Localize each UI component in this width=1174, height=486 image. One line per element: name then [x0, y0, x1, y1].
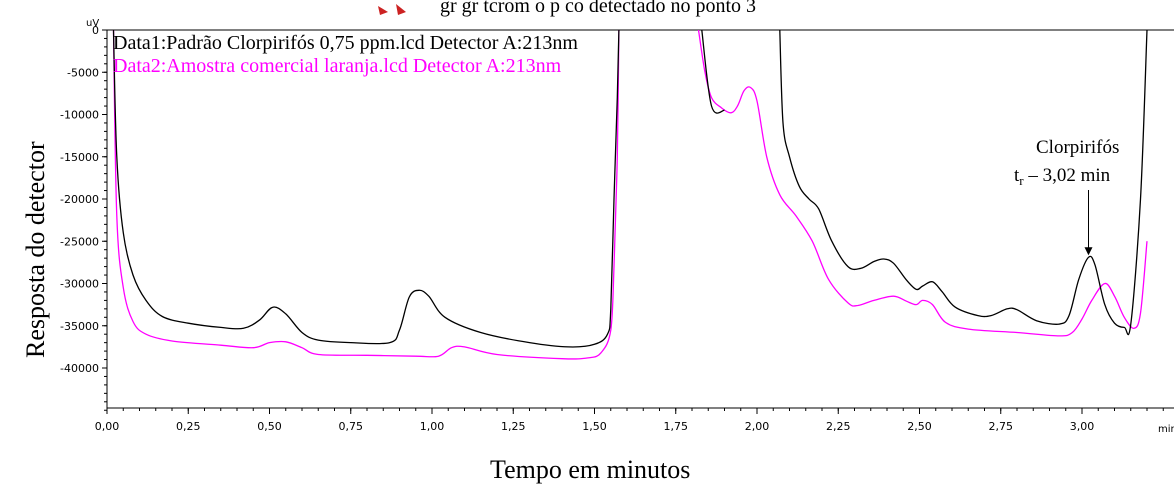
y-tick-label: -30000: [60, 278, 99, 291]
y-tick-label: 0: [92, 24, 99, 37]
y-tick-label: -20000: [60, 193, 99, 206]
header-fragment: gr gr tcrom o p co detectado no ponto 3: [440, 0, 756, 17]
y-tick-label: -15000: [60, 151, 99, 164]
series-data2-line-segment-1: [697, 30, 1148, 337]
x-tick-label: 0,50: [257, 420, 282, 433]
y-tick-label: -40000: [60, 362, 99, 375]
legend-entry-data1: Data1:Padrão Clorpirifós 0,75 ppm.lcd De…: [113, 32, 578, 54]
plot-frame: [106, 29, 1174, 409]
annotation-t: t: [1014, 165, 1020, 186]
series-data1-line-segment-0: [112, 30, 620, 348]
annotation-time: – 3,02 min: [1024, 165, 1111, 186]
annotation-compound: Clorpirifós: [1036, 137, 1119, 158]
y-axis-ticks: 0 -5000 -10000 -15000 -20000 -25000 -30000 -350…: [60, 24, 107, 411]
x-tick-label: 1,25: [501, 420, 526, 433]
x-tick-label: 2,25: [826, 420, 851, 433]
x-tick-label: 1,00: [420, 420, 445, 433]
series-layer: [112, 30, 1148, 360]
x-tick-label: 1,50: [582, 420, 607, 433]
series-data1-line-segment-2: [779, 30, 1148, 336]
annotation-arrowhead: [1084, 247, 1093, 256]
x-tick-label: 2,00: [745, 420, 770, 433]
legend-entry-data2: Data2:Amostra comercial laranja.lcd Dete…: [113, 55, 562, 77]
x-tick-label: 1,75: [664, 420, 689, 433]
series-data2-line-segment-0: [112, 30, 620, 360]
y-tick-label: -10000: [60, 109, 99, 122]
x-axis-title: Tempo em minutos: [490, 455, 690, 484]
x-tick-label: 0,00: [95, 420, 120, 433]
series-data1-line-segment-1: [701, 30, 725, 114]
peak-annotation: Clorpirifós tr – 3,02 min: [1014, 137, 1119, 256]
y-unit-label: uV: [86, 18, 99, 29]
annotation-subscript: r: [1019, 173, 1024, 188]
y-axis-title: Resposta do detector: [21, 141, 50, 358]
annotation-retention-time: tr – 3,02 min: [1014, 165, 1111, 188]
x-axis-ticks: 0,00 0,25 0,50 0,75 1,00 1,25 1,50 1,75 2,00 2,25…: [95, 408, 1164, 433]
x-tick-label: 3,00: [1070, 420, 1095, 433]
y-tick-label: -5000: [67, 66, 99, 79]
x-tick-label: 2,50: [907, 420, 932, 433]
x-unit-label: min: [1158, 424, 1174, 435]
x-tick-label: 2,75: [989, 420, 1014, 433]
x-tick-label: 0,25: [176, 420, 201, 433]
y-tick-label: -25000: [60, 235, 99, 248]
header-logo: [378, 4, 406, 15]
y-tick-label: -35000: [60, 320, 99, 333]
x-tick-label: 0,75: [339, 420, 364, 433]
